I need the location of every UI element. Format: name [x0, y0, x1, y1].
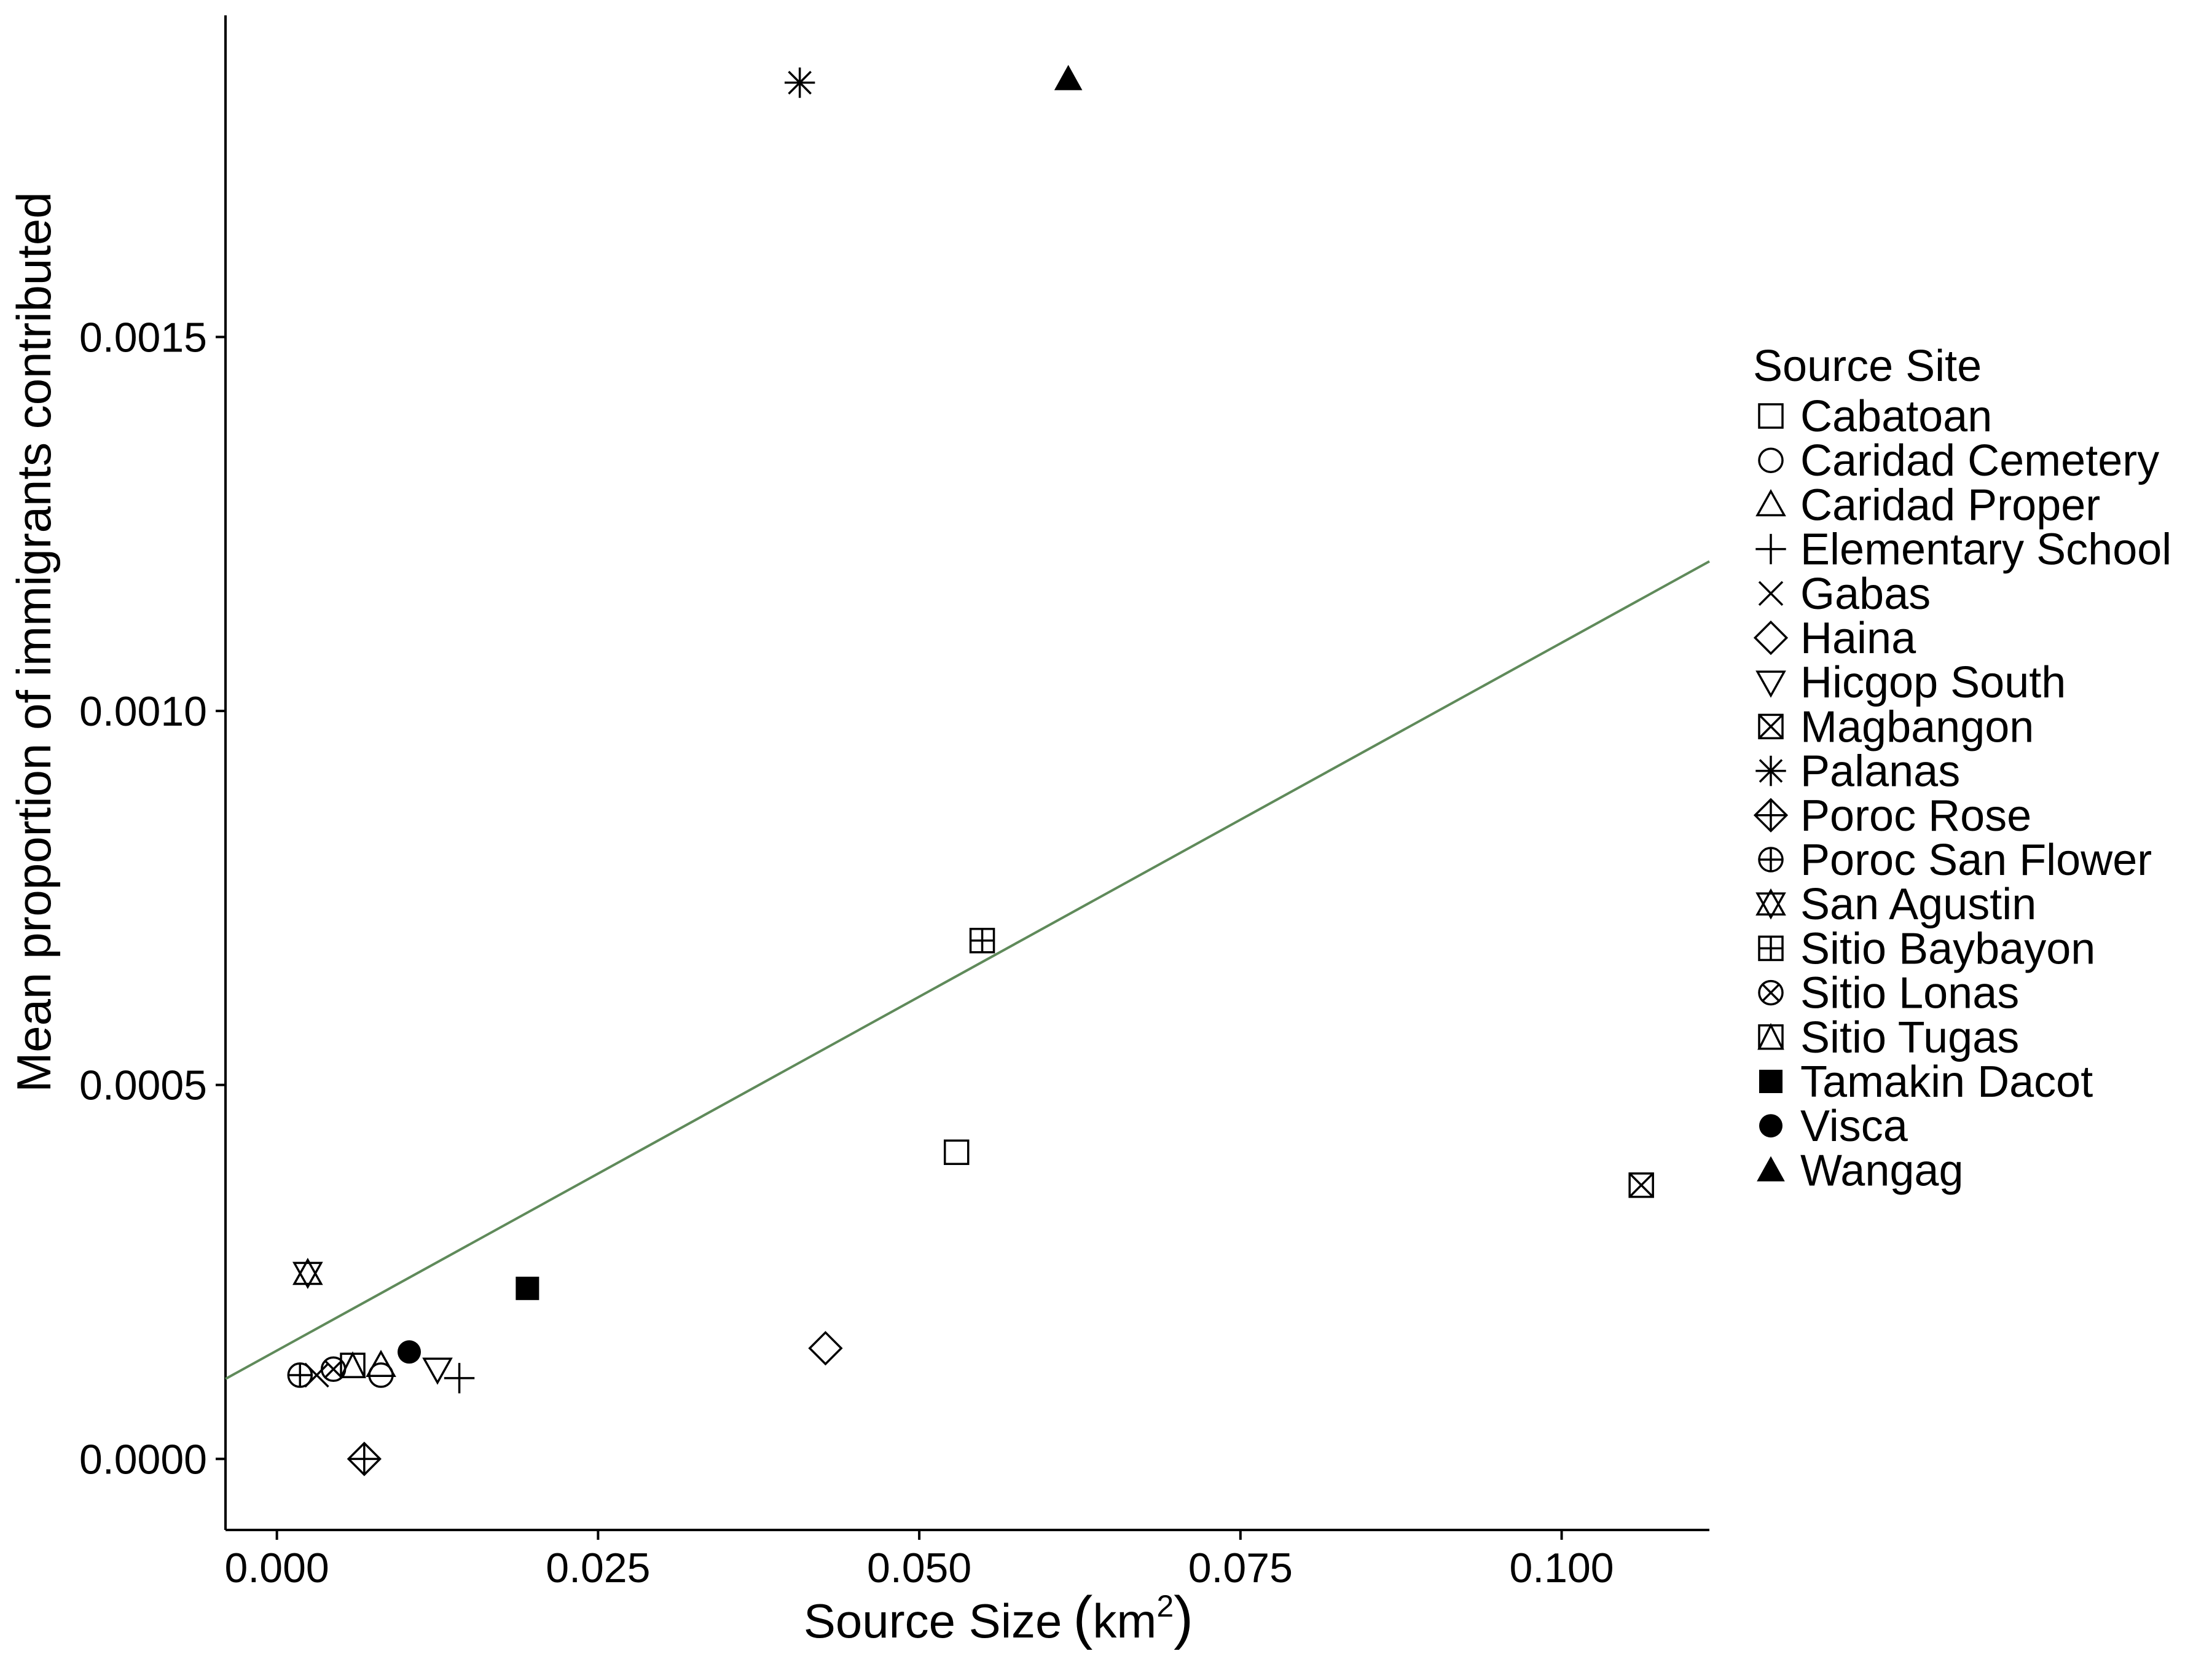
y-tick-label: 0.0010	[79, 688, 207, 735]
legend-key-elementary-school	[1755, 533, 1786, 565]
legend-key-sitio-baybayon	[1758, 935, 1784, 962]
legend-label: Caridad Proper	[1800, 480, 2100, 530]
x-axis-unit-open-paren: (	[1073, 1585, 1092, 1650]
legend-key-gabas	[1758, 581, 1784, 606]
legend-key-magbangon	[1758, 713, 1784, 740]
legend-key-poroc-rose	[1753, 798, 1789, 833]
data-point-san-agustin	[292, 1258, 323, 1289]
legend-item-caridad-cemetery: Caridad Cemetery	[1758, 436, 2159, 485]
y-tick-label: 0.0015	[79, 314, 207, 361]
x-tick-label: 0.025	[546, 1545, 650, 1591]
data-point-wangag	[1054, 65, 1083, 90]
legend-item-poroc-san-flower: Poroc San Flower	[1758, 836, 2152, 885]
x-tick-label: 0.000	[225, 1545, 329, 1591]
y-tick-label: 0.0005	[79, 1062, 207, 1109]
legend-item-gabas: Gabas	[1758, 570, 1931, 619]
legend-label: San Agustin	[1800, 880, 2036, 929]
legend-label: Cabatoan	[1800, 392, 1992, 441]
x-axis-title: Source Size (km2)	[804, 1585, 1193, 1650]
legend-item-cabatoan: Cabatoan	[1758, 392, 1992, 441]
legend-item-sitio-baybayon: Sitio Baybayon	[1758, 924, 2095, 973]
x-tick-label: 0.100	[1509, 1545, 1614, 1591]
legend-label: Sitio Lonas	[1800, 969, 2019, 1018]
legend-item-haina: Haina	[1753, 614, 1916, 663]
data-point-cabatoan	[943, 1139, 970, 1166]
legend-item-hicgop-south: Hicgop South	[1755, 658, 2066, 707]
data-point-visca	[398, 1340, 421, 1364]
legend-label: Elementary School	[1800, 525, 2171, 575]
legend-label: Poroc San Flower	[1800, 836, 2152, 885]
x-tick-label: 0.075	[1188, 1545, 1293, 1591]
data-point-palanas	[784, 67, 815, 98]
legend-item-sitio-tugas: Sitio Tugas	[1757, 1013, 2019, 1062]
y-ticks: 0.0000 0.0005 0.0010 0.0015	[79, 314, 226, 1483]
legend-label: Caridad Cemetery	[1800, 436, 2159, 485]
legend-key-haina	[1753, 620, 1789, 656]
legend-label: Palanas	[1800, 747, 1960, 796]
legend-key-palanas	[1755, 755, 1786, 786]
legend-key-wangag	[1757, 1156, 1785, 1182]
axes	[224, 15, 1709, 1531]
legend-key-caridad-proper	[1755, 488, 1786, 517]
legend-item-visca: Visca	[1759, 1102, 1908, 1151]
data-point-poroc-san-flower	[287, 1362, 313, 1388]
data-point-hicgop-south	[422, 1357, 453, 1385]
legend-label: Gabas	[1800, 570, 1931, 619]
legend-label: Magbangon	[1800, 702, 2034, 751]
legend-item-palanas: Palanas	[1755, 747, 1960, 796]
trend-line-group	[225, 560, 1710, 1380]
legend-label: Tamakin Dacot	[1800, 1057, 2093, 1107]
legend-key-sitio-tugas	[1757, 1022, 1784, 1050]
legend-item-magbangon: Magbangon	[1758, 702, 2034, 751]
legend-label: Poroc Rose	[1800, 791, 2031, 841]
legend-item-wangag: Wangag	[1757, 1146, 1964, 1195]
legend-item-san-agustin: San Agustin	[1755, 880, 2036, 929]
data-points	[287, 65, 1654, 1477]
legend-title: Source Site	[1753, 342, 1982, 391]
legend-key-hicgop-south	[1755, 670, 1786, 698]
legend-key-caridad-cemetery	[1758, 447, 1784, 473]
legend-key-san-agustin	[1755, 888, 1786, 920]
legend-key-visca	[1759, 1114, 1783, 1138]
legend-item-elementary-school: Elementary School	[1755, 525, 2171, 575]
legend-item-poroc-rose: Poroc Rose	[1753, 791, 2031, 841]
legend-label: Haina	[1800, 614, 1916, 663]
legend-label: Visca	[1800, 1102, 1908, 1151]
legend-label: Sitio Tugas	[1800, 1013, 2019, 1062]
data-point-sitio-tugas	[339, 1351, 366, 1378]
x-axis-unit-exponent: 2	[1156, 1589, 1174, 1623]
x-axis-unit-close-paren: )	[1174, 1585, 1193, 1650]
legend-key-cabatoan	[1758, 403, 1784, 429]
data-point-caridad-proper	[366, 1349, 396, 1377]
y-axis-title: Mean proportion of immigrants contribute…	[7, 192, 61, 1092]
data-point-tamakin-dacot	[516, 1276, 539, 1300]
legend-key-tamakin-dacot	[1759, 1070, 1783, 1093]
data-point-poroc-rose	[347, 1441, 382, 1477]
legend-label: Wangag	[1800, 1146, 1964, 1195]
x-axis-label: Source Size	[804, 1594, 1062, 1648]
x-tick-label: 0.050	[867, 1545, 971, 1591]
legend-item-sitio-lonas: Sitio Lonas	[1758, 969, 2019, 1018]
data-point-magbangon	[1628, 1172, 1654, 1198]
data-point-elementary-school	[444, 1363, 475, 1394]
x-ticks: 0.000 0.025 0.050 0.075 0.100	[225, 1530, 1614, 1591]
data-point-haina	[808, 1331, 843, 1366]
trend-line	[225, 560, 1710, 1380]
data-point-sitio-baybayon	[969, 928, 995, 954]
legend-key-sitio-lonas	[1758, 979, 1784, 1006]
y-tick-label: 0.0000	[79, 1436, 207, 1483]
legend-item-tamakin-dacot: Tamakin Dacot	[1759, 1057, 2093, 1107]
x-axis-unit: km	[1092, 1594, 1156, 1648]
legend-key-poroc-san-flower	[1758, 847, 1784, 873]
legend-item-caridad-proper: Caridad Proper	[1755, 480, 2100, 530]
legend-label: Hicgop South	[1800, 658, 2066, 707]
legend-label: Sitio Baybayon	[1800, 924, 2095, 973]
